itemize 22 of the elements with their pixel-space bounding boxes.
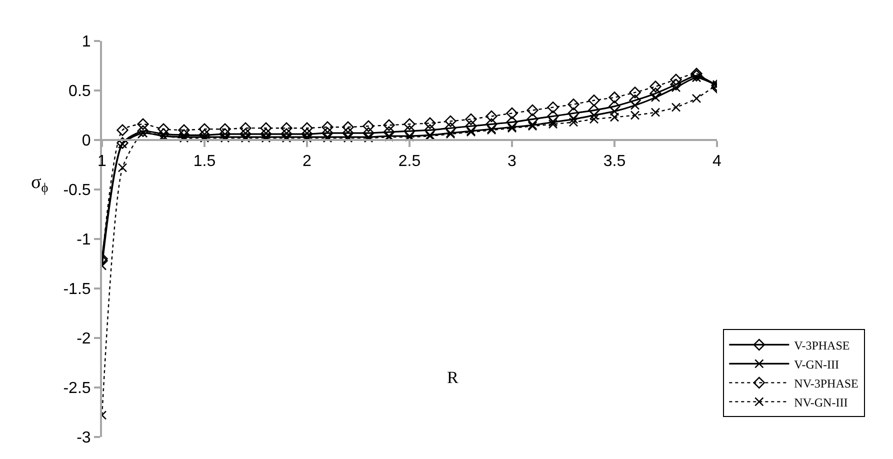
y-tick-label: 0 <box>82 132 91 150</box>
y-tick-label: -2 <box>76 330 91 348</box>
legend-label: V-GN-III <box>794 357 840 372</box>
y-tick-label: 1 <box>82 34 91 51</box>
y-tick-label: -0.5 <box>63 182 91 200</box>
x-tick-label: 3.5 <box>603 153 626 170</box>
y-axis-title: σ$_{ϕ}$ <box>31 172 48 195</box>
x-tick-label: 3 <box>508 153 517 170</box>
legend-label: V-3PHASE <box>794 338 850 352</box>
y-tick-label: -1 <box>76 232 91 249</box>
x-tick-label: 2 <box>302 153 312 170</box>
x-axis-title: R <box>447 368 459 387</box>
x-tick-label: 1.5 <box>193 153 216 170</box>
x-tick-label: 4 <box>712 153 722 170</box>
y-tick-label: -2.5 <box>63 380 91 398</box>
legend-label: NV-GN-III <box>794 395 848 410</box>
legend-label: NV-3PHASE <box>794 376 858 390</box>
y-tick-label: -3 <box>76 430 91 447</box>
x-tick-label: 1 <box>98 153 107 170</box>
y-tick-label: -1.5 <box>63 281 91 298</box>
x-tick-label: 2.5 <box>398 153 421 170</box>
y-tick-label: 0.5 <box>68 83 91 100</box>
